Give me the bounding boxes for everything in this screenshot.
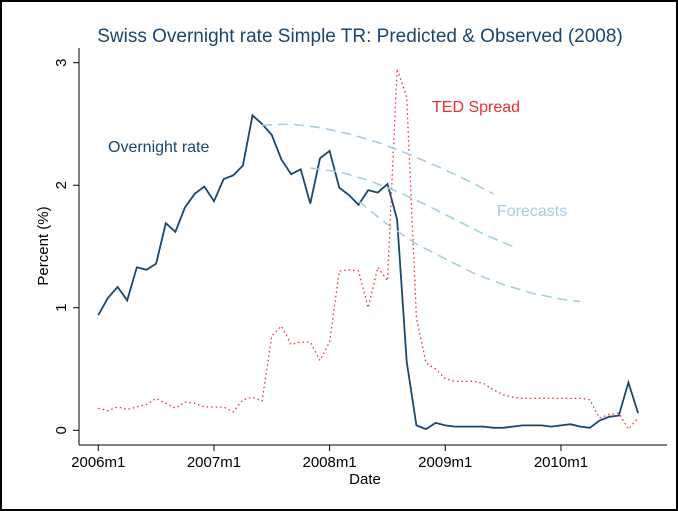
y-tick-label: 2 [53, 181, 70, 189]
series-line [358, 200, 581, 303]
y-tick-label: 0 [53, 426, 70, 434]
series-label: Forecasts [497, 203, 567, 220]
y-axis-label: Percent (%) [35, 206, 52, 285]
x-tick-label: 2007m1 [187, 454, 241, 471]
series-line [262, 123, 494, 195]
y-tick-label: 3 [53, 59, 70, 67]
y-tick-label: 1 [53, 304, 70, 312]
series-line [97, 113, 639, 431]
x-tick-label: 2006m1 [71, 454, 125, 471]
series-label: Overnight rate [108, 139, 209, 156]
series-line [310, 167, 514, 248]
series-line [98, 68, 639, 431]
x-tick-label: 2008m1 [303, 454, 357, 471]
chart-title: Swiss Overnight rate Simple TR: Predicte… [97, 26, 623, 47]
x-tick-label: 2010m1 [534, 454, 588, 471]
series-label: TED Spread [432, 99, 520, 116]
x-tick-label: 2009m1 [418, 454, 472, 471]
x-axis-label: Date [349, 471, 381, 488]
